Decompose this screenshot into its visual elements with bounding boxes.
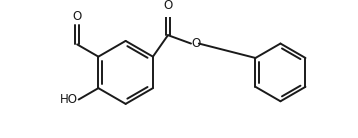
Text: O: O	[73, 10, 82, 23]
Text: O: O	[192, 37, 201, 50]
Text: HO: HO	[60, 93, 78, 106]
Text: O: O	[163, 0, 173, 12]
